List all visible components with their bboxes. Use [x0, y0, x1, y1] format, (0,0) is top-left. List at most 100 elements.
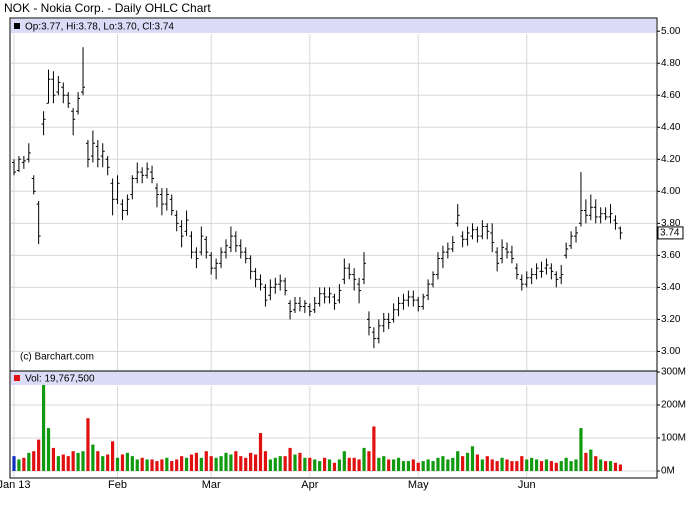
volume-bar	[263, 451, 268, 471]
volume-bar	[367, 451, 371, 471]
volume-bar	[180, 456, 184, 471]
y-tick-label: 3.00	[661, 346, 681, 357]
volume-bar	[332, 462, 337, 471]
y-tick-label: 4.20	[661, 154, 681, 165]
x-tick-label: Jan 13	[0, 479, 31, 491]
volume-bar	[549, 461, 553, 471]
chart-title: NOK - Nokia Corp. - Daily OHLC Chart	[4, 1, 211, 15]
price-legend: Op:3.77, Hi:3.78, Lo:3.70, Cl:3.74	[25, 22, 174, 33]
x-tick-label: Apr	[301, 479, 318, 491]
volume-bar	[337, 459, 341, 471]
volume-bar	[505, 459, 509, 471]
volume-bar	[426, 459, 430, 471]
volume-bar	[490, 459, 494, 471]
volume-bar	[377, 457, 381, 471]
volume-bar	[495, 461, 499, 471]
volume-bar	[214, 457, 218, 471]
volume-bar	[283, 456, 287, 471]
volume-bar	[224, 452, 228, 471]
volume-bar	[278, 456, 282, 471]
volume-bar	[534, 459, 539, 471]
volume-bar	[327, 459, 332, 471]
y-tick-label: 4.00	[661, 186, 681, 197]
volume-bar	[165, 457, 169, 471]
y-tick-label: 3.80	[661, 218, 681, 229]
price-header	[11, 19, 656, 33]
y-tick-label: 5.00	[661, 26, 681, 37]
x-tick-label: May	[408, 479, 429, 491]
volume-bar	[436, 457, 440, 471]
volume-header	[11, 372, 656, 385]
volume-bar	[101, 456, 105, 471]
annotation: (c) Barchart.com	[20, 352, 94, 363]
volume-bar	[120, 454, 125, 471]
volume-bar	[12, 456, 16, 471]
y-tick-label: 3.40	[661, 282, 681, 293]
volume-bar	[41, 372, 46, 471]
volume-bar	[76, 452, 80, 471]
volume-bar	[525, 459, 529, 471]
volume-bar	[32, 451, 36, 471]
last-price-label: 3.74	[660, 228, 680, 239]
y-tick-label: 0M	[661, 466, 675, 477]
y-tick-label: 3.20	[661, 314, 681, 325]
volume-bar	[51, 447, 56, 471]
volume-bar	[465, 452, 470, 471]
volume-bar	[411, 459, 415, 471]
volume-bar	[170, 461, 174, 471]
volume-bar	[253, 454, 258, 471]
volume-bar	[441, 456, 445, 471]
volume-bar	[22, 457, 26, 471]
volume-bar	[322, 457, 327, 471]
volume-bar	[579, 428, 583, 471]
volume-bar	[421, 461, 425, 471]
y-tick-label: 3.60	[661, 250, 681, 261]
volume-bar	[554, 462, 558, 471]
volume-bar	[475, 454, 480, 471]
volume-bar	[27, 452, 31, 471]
volume-bar	[451, 457, 455, 471]
volume-bar	[298, 452, 302, 471]
volume-bar	[91, 444, 95, 471]
volume-bar	[96, 451, 100, 471]
volume-bar	[342, 451, 346, 471]
volume-bar	[313, 459, 317, 471]
volume-bar	[584, 452, 588, 471]
volume-bar	[135, 459, 139, 471]
x-tick-label: Mar	[202, 479, 221, 491]
volume-bar	[485, 456, 489, 471]
y-tick-label: 4.80	[661, 58, 681, 69]
volume-bar	[209, 456, 213, 471]
volume-bar	[392, 459, 396, 471]
volume-bar	[249, 452, 253, 471]
volume-bar	[544, 459, 549, 471]
volume-bar	[461, 456, 465, 471]
volume-bar	[71, 451, 75, 471]
volume-bar	[268, 459, 272, 471]
legend-swatch	[14, 23, 20, 29]
volume-bar	[530, 457, 534, 471]
volume-bar	[204, 451, 208, 471]
volume-bar	[382, 456, 386, 471]
volume-bar	[559, 461, 563, 471]
volume-bar	[594, 456, 598, 471]
volume-bar	[115, 457, 120, 471]
volume-bar	[396, 457, 401, 471]
volume-bar	[303, 457, 307, 471]
volume-bar	[480, 459, 484, 471]
volume-bar	[130, 456, 134, 471]
price-panel	[9, 17, 658, 372]
x-tick-label: Jun	[518, 479, 536, 491]
volume-bar	[510, 461, 514, 471]
volume-bar	[416, 462, 420, 471]
volume-bar	[564, 457, 568, 471]
volume-bar	[56, 456, 60, 471]
volume-bar	[401, 461, 406, 471]
volume-bar	[500, 457, 504, 471]
volume-bar	[140, 457, 144, 471]
volume-bar	[569, 461, 573, 471]
volume-bar	[387, 459, 391, 471]
volume-legend: Vol: 19,767,500	[25, 374, 95, 385]
volume-bar	[150, 459, 154, 471]
